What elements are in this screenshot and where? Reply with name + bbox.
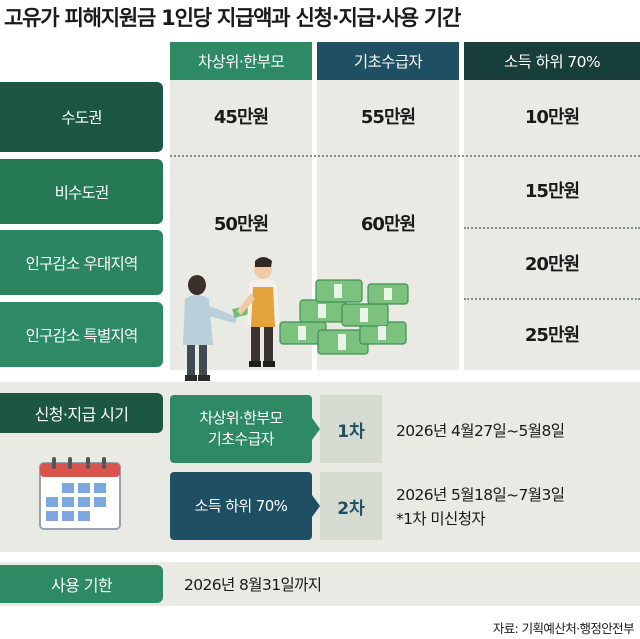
row-divider (170, 155, 640, 157)
value-capital-col3: 10만원 (524, 107, 580, 128)
stage-first: 1차 (337, 421, 365, 442)
stage-second: 2차 (337, 498, 365, 519)
column-header-3: 소득 하위 70% (464, 42, 640, 80)
person-right-illustration (237, 257, 279, 367)
date-first: 2026년 4월27일~5월8일 (396, 422, 565, 440)
row-divider (464, 298, 640, 300)
schedule-group-second: 소득 하위 70% (170, 472, 312, 540)
value-merged-col2: 60만원 (360, 214, 416, 235)
stage-box-second (320, 472, 382, 540)
row-label-capital: 수도권 (0, 82, 163, 152)
column-header-2: 기초수급자 (317, 42, 459, 80)
value-special-col3: 25만원 (524, 325, 580, 346)
page-title: 고유가 피해지원금 1인당 지급액과 신청·지급·사용 기간 (4, 6, 461, 30)
row-label-non-capital: 비수도권 (0, 159, 163, 224)
schedule-group-first: 차상위·한부모 기초수급자 (170, 395, 312, 463)
value-merged-col1: 50만원 (213, 214, 269, 235)
stage-box-first (320, 395, 382, 463)
money-stack-illustration (279, 279, 409, 355)
deadline-label: 사용 기한 (0, 565, 163, 603)
arrow-right-icon (312, 495, 320, 517)
arrow-right-icon (312, 418, 320, 440)
value-non-capital-col3: 15만원 (524, 181, 580, 202)
value-preferred-col3: 20만원 (524, 254, 580, 275)
column-bg-3 (464, 80, 640, 370)
row-divider (464, 227, 640, 229)
person-left-illustration (183, 275, 237, 381)
value-capital-col1: 45만원 (213, 107, 269, 128)
source-note: 자료: 기획예산처·행정안전부 (492, 621, 635, 636)
note-second: *1차 미신청자 (396, 510, 486, 528)
row-label-special: 인구감소 특별지역 (0, 302, 163, 367)
row-label-preferred: 인구감소 우대지역 (0, 230, 163, 295)
deadline-date: 2026년 8월31일까지 (184, 576, 322, 594)
schedule-label: 신청·지급 시기 (0, 393, 163, 433)
people-handing-money-illustration (183, 257, 279, 381)
value-capital-col2: 55만원 (360, 107, 416, 128)
calendar-icon (39, 457, 121, 530)
column-header-1: 차상위·한부모 (170, 42, 312, 80)
date-second: 2026년 5월18일~7월3일 (396, 486, 565, 504)
